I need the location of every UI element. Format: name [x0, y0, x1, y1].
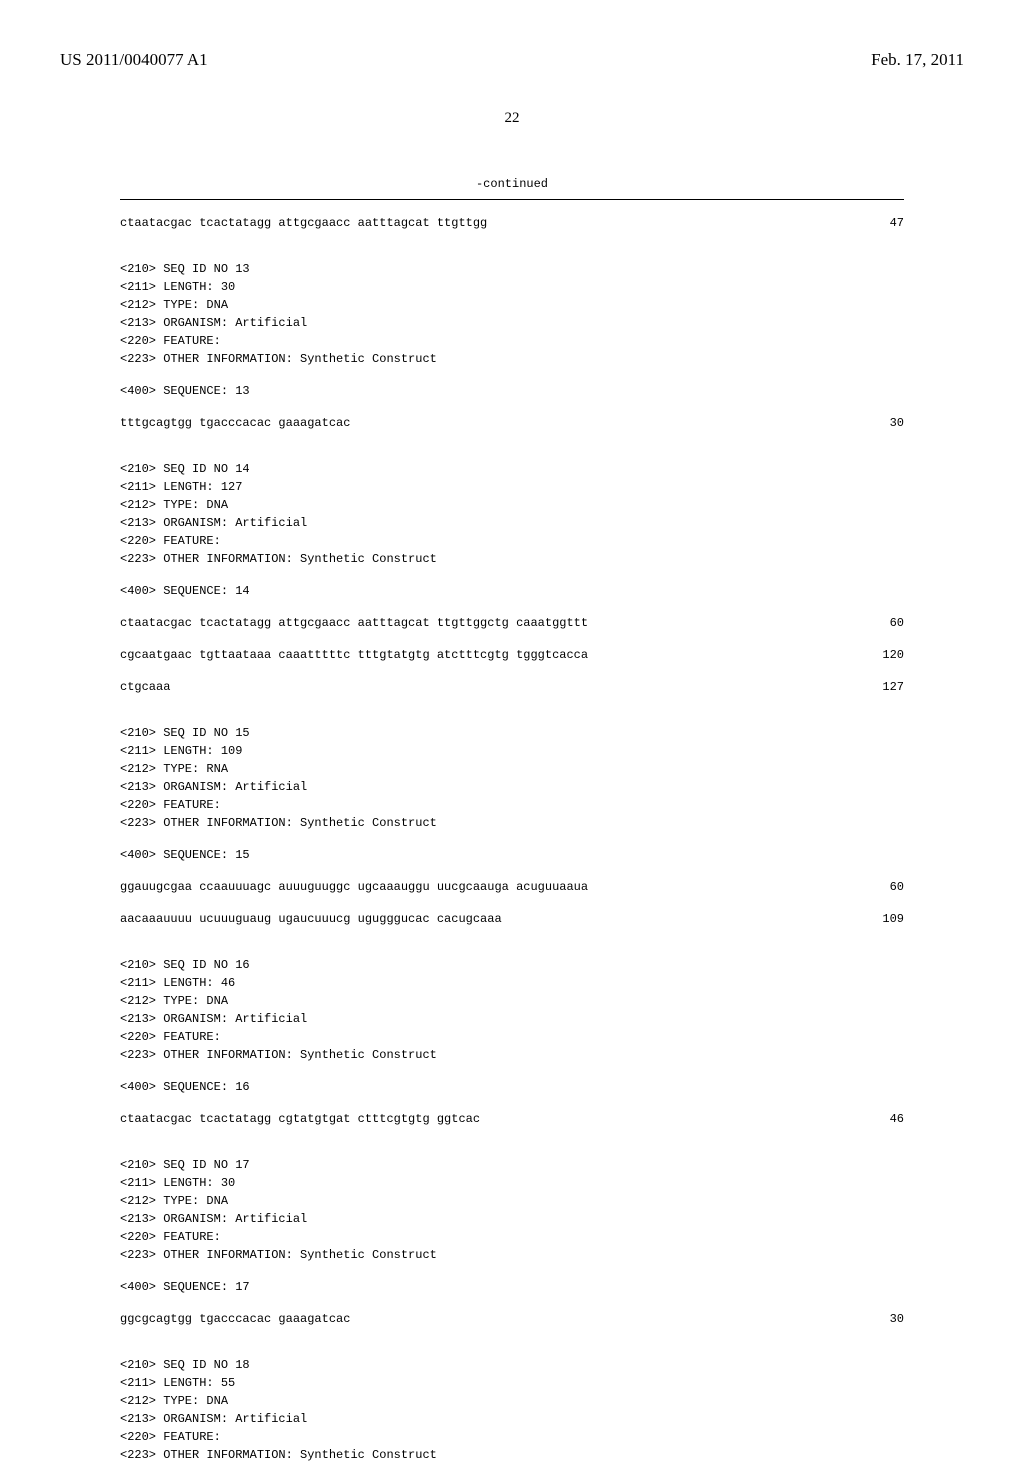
horizontal-rule [120, 199, 904, 200]
sequence-position: 120 [864, 646, 904, 664]
page-header: US 2011/0040077 A1 Feb. 17, 2011 [0, 0, 1024, 70]
sequence-row: ggauugcgaa ccaauuuagc auuuguuggc ugcaaau… [120, 878, 904, 896]
seq-meta-line: <220> FEATURE: [120, 796, 904, 814]
seq-label-block: <400> SEQUENCE: 13 [120, 382, 904, 400]
seq-meta-block: <210> SEQ ID NO 15<211> LENGTH: 109<212>… [120, 724, 904, 832]
sequence-row: aacaaauuuu ucuuuguaug ugaucuuucg ugugggu… [120, 910, 904, 928]
sequence-row: ctaatacgac tcactatagg cgtatgtgat ctttcgt… [120, 1110, 904, 1128]
seq-meta-line: <212> TYPE: RNA [120, 760, 904, 778]
seq-meta-line: <212> TYPE: DNA [120, 496, 904, 514]
seq-meta-line: <223> OTHER INFORMATION: Synthetic Const… [120, 1046, 904, 1064]
seq-label: <400> SEQUENCE: 16 [120, 1078, 904, 1096]
seq-meta-line: <210> SEQ ID NO 16 [120, 956, 904, 974]
seq-meta-line: <220> FEATURE: [120, 532, 904, 550]
seq-label-block: <400> SEQUENCE: 14 [120, 582, 904, 600]
seq-meta-line: <210> SEQ ID NO 13 [120, 260, 904, 278]
sequence-row: ctgcaaa 127 [120, 678, 904, 696]
sequence-position: 46 [864, 1110, 904, 1128]
seq-meta-line: <213> ORGANISM: Artificial [120, 778, 904, 796]
seq-label: <400> SEQUENCE: 14 [120, 582, 904, 600]
sequence-position: 30 [864, 1310, 904, 1328]
sequence-row: ggcgcagtgg tgacccacac gaaagatcac 30 [120, 1310, 904, 1328]
sequence-position: 109 [864, 910, 904, 928]
seq-meta-line: <211> LENGTH: 127 [120, 478, 904, 496]
seq-label: <400> SEQUENCE: 17 [120, 1278, 904, 1296]
seq-meta-line: <223> OTHER INFORMATION: Synthetic Const… [120, 1446, 904, 1464]
seq-label-block: <400> SEQUENCE: 17 [120, 1278, 904, 1296]
seq-meta-line: <210> SEQ ID NO 17 [120, 1156, 904, 1174]
sequence-row: cgcaatgaac tgttaataaa caaatttttc tttgtat… [120, 646, 904, 664]
seq-meta-line: <211> LENGTH: 30 [120, 1174, 904, 1192]
sequence-position: 60 [864, 878, 904, 896]
sequence-position: 30 [864, 414, 904, 432]
seq-meta-line: <210> SEQ ID NO 14 [120, 460, 904, 478]
seq-meta-block: <210> SEQ ID NO 17<211> LENGTH: 30<212> … [120, 1156, 904, 1264]
sequence-text: ggcgcagtgg tgacccacac gaaagatcac [120, 1310, 350, 1328]
seq-meta-line: <223> OTHER INFORMATION: Synthetic Const… [120, 550, 904, 568]
seq-label: <400> SEQUENCE: 13 [120, 382, 904, 400]
seq-meta-line: <220> FEATURE: [120, 1028, 904, 1046]
content-area: -continued ctaatacgac tcactatagg attgcga… [0, 127, 1024, 1464]
seq-meta-line: <213> ORGANISM: Artificial [120, 1410, 904, 1428]
seq-label-block: <400> SEQUENCE: 16 [120, 1078, 904, 1096]
seq-meta-line: <223> OTHER INFORMATION: Synthetic Const… [120, 350, 904, 368]
seq-meta-line: <213> ORGANISM: Artificial [120, 1210, 904, 1228]
sequence-text: cgcaatgaac tgttaataaa caaatttttc tttgtat… [120, 646, 588, 664]
continued-label: -continued [120, 175, 904, 193]
sequence-text: ctgcaaa [120, 678, 170, 696]
seq-meta-line: <220> FEATURE: [120, 1428, 904, 1446]
sequence-position: 127 [864, 678, 904, 696]
seq-meta-line: <210> SEQ ID NO 18 [120, 1356, 904, 1374]
seq-meta-block: <210> SEQ ID NO 18<211> LENGTH: 55<212> … [120, 1356, 904, 1464]
sequence-row: ctaatacgac tcactatagg attgcgaacc aatttag… [120, 614, 904, 632]
seq-meta-block: <210> SEQ ID NO 14<211> LENGTH: 127<212>… [120, 460, 904, 568]
seq-meta-line: <210> SEQ ID NO 15 [120, 724, 904, 742]
sequence-position: 47 [864, 214, 904, 232]
seq-meta-line: <211> LENGTH: 30 [120, 278, 904, 296]
seq-meta-line: <212> TYPE: DNA [120, 296, 904, 314]
header-left: US 2011/0040077 A1 [60, 50, 208, 70]
seq-meta-line: <212> TYPE: DNA [120, 992, 904, 1010]
sequence-row: tttgcagtgg tgacccacac gaaagatcac 30 [120, 414, 904, 432]
seq-meta-block: <210> SEQ ID NO 16<211> LENGTH: 46<212> … [120, 956, 904, 1064]
seq-meta-line: <223> OTHER INFORMATION: Synthetic Const… [120, 814, 904, 832]
seq-meta-line: <213> ORGANISM: Artificial [120, 514, 904, 532]
seq-meta-line: <213> ORGANISM: Artificial [120, 1010, 904, 1028]
seq-meta-line: <212> TYPE: DNA [120, 1392, 904, 1410]
sequence-row: ctaatacgac tcactatagg attgcgaacc aatttag… [120, 214, 904, 232]
seq-meta-line: <213> ORGANISM: Artificial [120, 314, 904, 332]
sequence-text: ctaatacgac tcactatagg attgcgaacc aatttag… [120, 614, 588, 632]
seq-meta-line: <220> FEATURE: [120, 1228, 904, 1246]
sequence-text: ctaatacgac tcactatagg cgtatgtgat ctttcgt… [120, 1110, 480, 1128]
sequence-text: ctaatacgac tcactatagg attgcgaacc aatttag… [120, 214, 487, 232]
seq-meta-line: <223> OTHER INFORMATION: Synthetic Const… [120, 1246, 904, 1264]
seq-meta-line: <211> LENGTH: 46 [120, 974, 904, 992]
seq-label: <400> SEQUENCE: 15 [120, 846, 904, 864]
seq-meta-line: <212> TYPE: DNA [120, 1192, 904, 1210]
sequence-text: aacaaauuuu ucuuuguaug ugaucuuucg ugugggu… [120, 910, 502, 928]
seq-meta-line: <211> LENGTH: 55 [120, 1374, 904, 1392]
header-right: Feb. 17, 2011 [871, 50, 964, 70]
seq-meta-line: <211> LENGTH: 109 [120, 742, 904, 760]
sequence-text: ggauugcgaa ccaauuuagc auuuguuggc ugcaaau… [120, 878, 588, 896]
page-number: 22 [0, 110, 1024, 127]
seq-meta-line: <220> FEATURE: [120, 332, 904, 350]
sequence-text: tttgcagtgg tgacccacac gaaagatcac [120, 414, 350, 432]
seq-meta-block: <210> SEQ ID NO 13<211> LENGTH: 30<212> … [120, 260, 904, 368]
seq-label-block: <400> SEQUENCE: 15 [120, 846, 904, 864]
sequence-position: 60 [864, 614, 904, 632]
